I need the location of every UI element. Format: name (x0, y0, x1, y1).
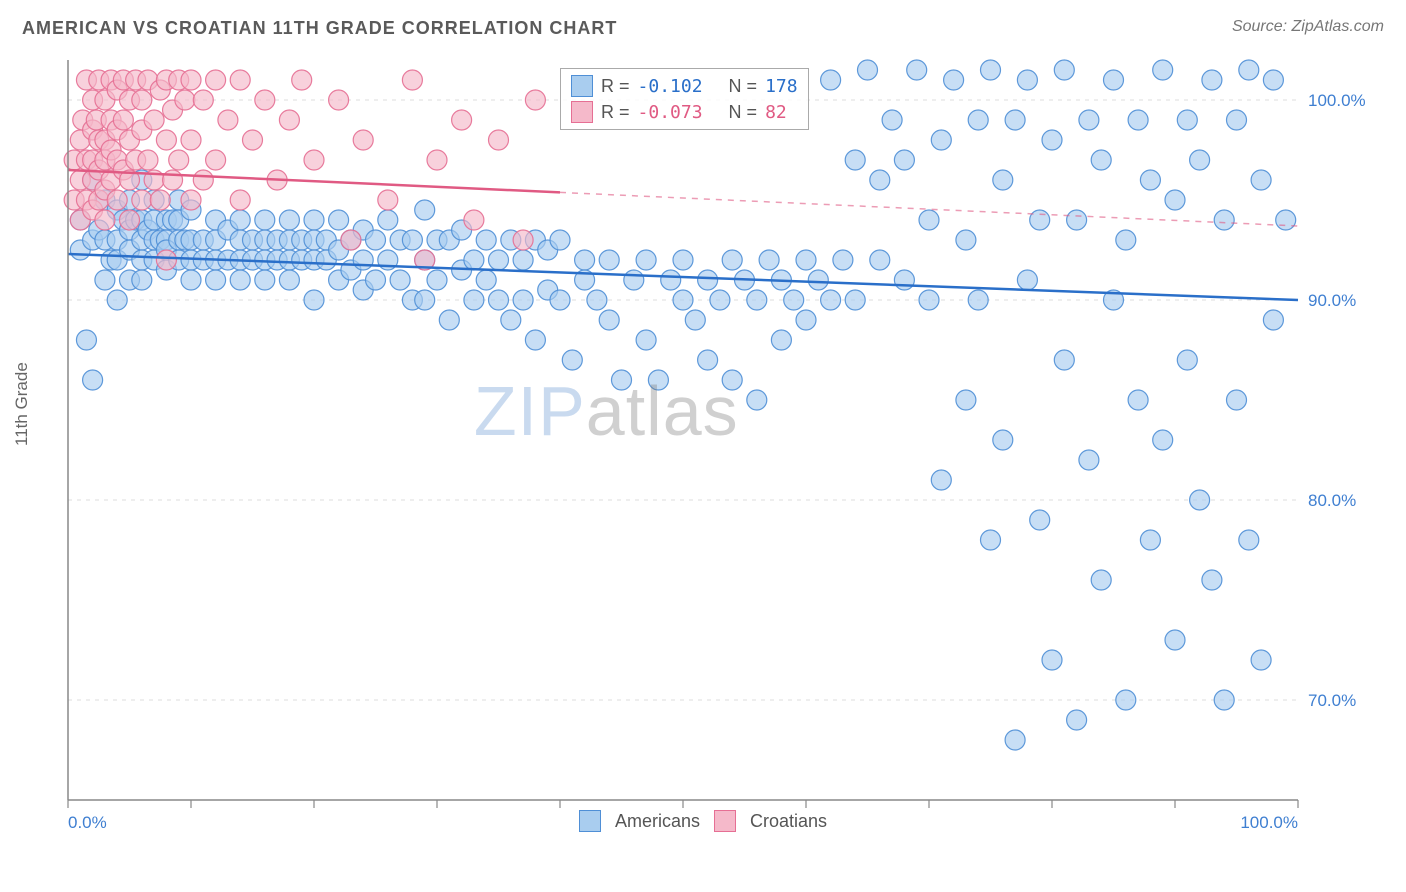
legend-label-croatians: Croatians (750, 811, 827, 832)
y-axis-label: 11th Grade (12, 362, 32, 446)
chart-title: AMERICAN VS CROATIAN 11TH GRADE CORRELAT… (22, 18, 617, 39)
svg-text:70.0%: 70.0% (1308, 691, 1356, 710)
legend-row-croatians: R = -0.073 N = 82 (571, 99, 798, 125)
correlation-legend: R = -0.102 N = 178 R = -0.073 N = 82 (560, 68, 809, 130)
series-legend: Americans Croatians (0, 810, 1406, 832)
legend-n-value: 178 (765, 76, 798, 97)
legend-n-value: 82 (765, 102, 787, 123)
scatter-chart: 70.0%80.0%90.0%100.0%0.0%100.0% (58, 50, 1368, 840)
legend-n-label: N = (729, 102, 758, 123)
svg-text:100.0%: 100.0% (1308, 91, 1366, 110)
legend-r-label: R = (601, 102, 630, 123)
svg-text:90.0%: 90.0% (1308, 291, 1356, 310)
source-label: Source: ZipAtlas.com (1232, 18, 1384, 36)
legend-swatch (571, 101, 593, 123)
legend-row-americans: R = -0.102 N = 178 (571, 73, 798, 99)
legend-r-value: -0.102 (638, 76, 703, 97)
legend-n-label: N = (729, 76, 758, 97)
legend-r-label: R = (601, 76, 630, 97)
legend-swatch-croatians (714, 810, 736, 832)
legend-swatch-americans (579, 810, 601, 832)
legend-swatch (571, 75, 593, 97)
legend-label-americans: Americans (615, 811, 700, 832)
legend-r-value: -0.073 (638, 102, 703, 123)
svg-text:80.0%: 80.0% (1308, 491, 1356, 510)
